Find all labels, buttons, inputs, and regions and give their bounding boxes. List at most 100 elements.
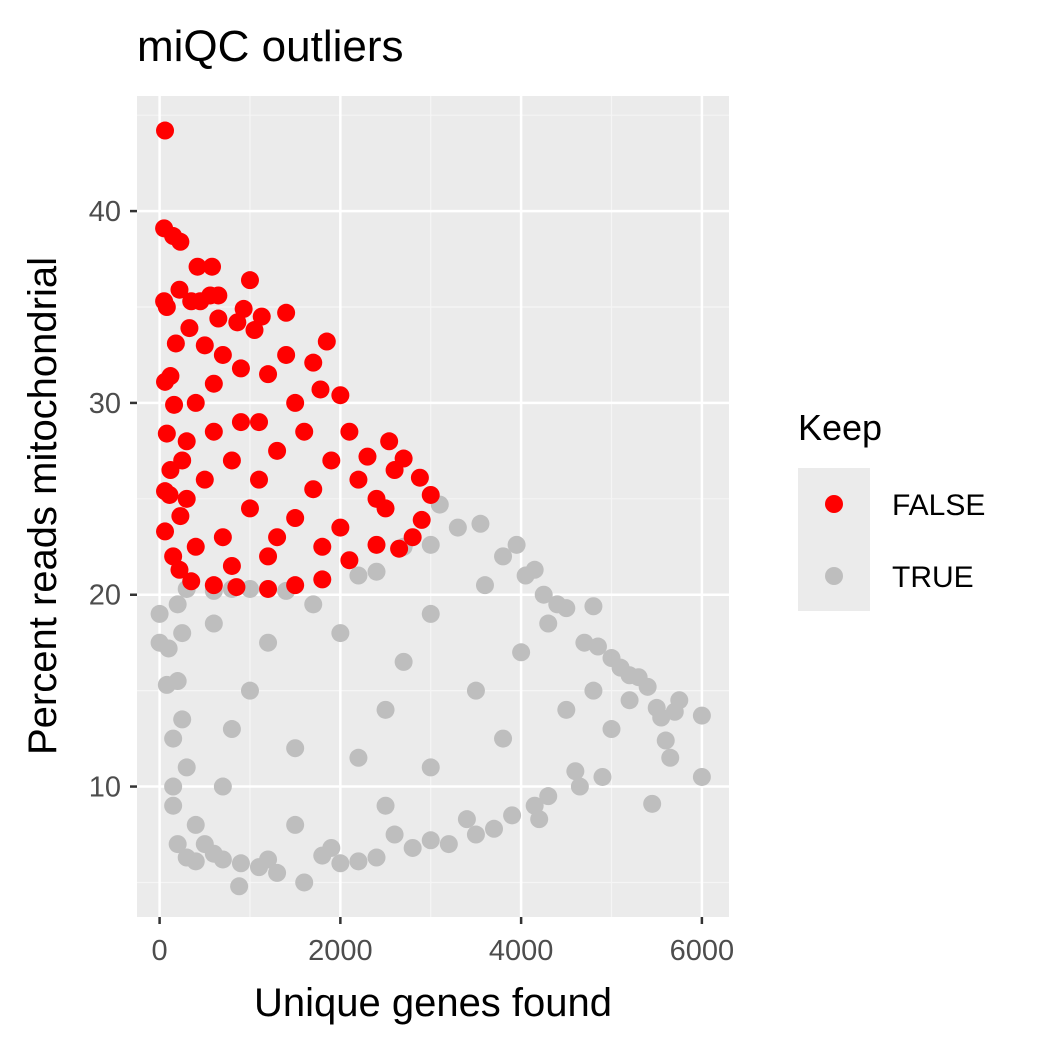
point-false <box>160 485 179 504</box>
point-true <box>268 863 287 882</box>
point-false <box>240 499 259 518</box>
point-true <box>322 838 341 857</box>
point-false <box>228 313 247 332</box>
point-true <box>575 633 594 652</box>
point-false <box>177 432 196 451</box>
point-true <box>525 796 544 815</box>
point-true <box>164 777 183 796</box>
y-tick-label: 40 <box>89 196 121 228</box>
point-false <box>171 232 190 251</box>
y-tick-label: 20 <box>89 580 121 612</box>
point-true <box>507 535 526 554</box>
point-true <box>656 731 675 750</box>
point-true <box>186 815 205 834</box>
point-false <box>313 570 332 589</box>
point-true <box>643 794 662 813</box>
point-true <box>638 677 657 696</box>
point-false <box>204 576 223 595</box>
point-false <box>259 547 278 566</box>
y-axis-ticks: 10 20 30 40 <box>89 196 137 804</box>
point-false <box>186 393 205 412</box>
point-true <box>367 562 386 581</box>
legend: Keep FALSE TRUE <box>798 407 985 611</box>
point-false <box>231 359 250 378</box>
point-false <box>367 535 386 554</box>
point-true <box>525 560 544 579</box>
point-true <box>557 700 576 719</box>
point-true <box>376 700 395 719</box>
point-false <box>250 470 269 489</box>
point-false <box>204 374 223 393</box>
point-true <box>692 767 711 786</box>
point-false <box>340 422 359 441</box>
point-true <box>259 850 278 869</box>
point-false <box>161 367 180 386</box>
point-false <box>170 280 189 299</box>
point-false <box>286 393 305 412</box>
point-true <box>230 877 249 896</box>
chart-title: miQC outliers <box>137 22 404 71</box>
y-tick-label: 10 <box>89 772 121 804</box>
point-false <box>164 547 183 566</box>
point-false <box>234 299 253 318</box>
x-axis-ticks: 0 2000 4000 6000 <box>152 917 734 967</box>
point-false <box>380 432 399 451</box>
point-true <box>471 514 490 533</box>
point-true <box>421 758 440 777</box>
point-true <box>177 758 196 777</box>
point-true <box>670 691 689 710</box>
point-true <box>584 681 603 700</box>
point-true <box>403 838 422 857</box>
legend-key-background <box>798 468 870 611</box>
point-false <box>277 303 296 322</box>
point-false <box>412 510 431 529</box>
point-true <box>588 637 607 656</box>
point-true <box>295 873 314 892</box>
x-axis-title: Unique genes found <box>254 981 612 1025</box>
point-false <box>421 485 440 504</box>
point-true <box>485 819 504 838</box>
point-true <box>584 597 603 616</box>
point-false <box>186 537 205 556</box>
point-true <box>331 854 350 873</box>
point-true <box>512 643 531 662</box>
point-false <box>180 319 199 338</box>
point-false <box>304 353 323 372</box>
point-true <box>164 729 183 748</box>
point-false <box>313 537 332 556</box>
point-true <box>539 787 558 806</box>
point-false <box>195 470 214 489</box>
point-false <box>367 489 386 508</box>
point-true <box>494 729 513 748</box>
point-false <box>403 528 422 547</box>
point-true <box>457 810 476 829</box>
point-true <box>439 835 458 854</box>
point-false <box>240 271 259 290</box>
point-true <box>394 652 413 671</box>
point-true <box>259 633 278 652</box>
point-true <box>349 748 368 767</box>
point-true <box>186 852 205 871</box>
point-true <box>164 796 183 815</box>
point-false <box>157 424 176 443</box>
point-false <box>349 470 368 489</box>
point-true <box>620 691 639 710</box>
point-false <box>156 522 175 541</box>
point-false <box>227 578 246 597</box>
point-true <box>534 585 553 604</box>
point-false <box>231 413 250 432</box>
point-true <box>331 624 350 643</box>
y-tick-label: 30 <box>89 388 121 420</box>
x-tick-label: 2000 <box>308 935 373 967</box>
legend-title: Keep <box>798 407 882 448</box>
point-false <box>171 507 190 526</box>
legend-label-true: TRUE <box>892 561 974 594</box>
point-false <box>322 451 341 470</box>
point-true <box>661 748 680 767</box>
point-false <box>331 386 350 405</box>
point-true <box>692 706 711 725</box>
point-true <box>222 720 241 739</box>
point-true <box>286 739 305 758</box>
point-true <box>466 681 485 700</box>
point-false <box>295 422 314 441</box>
